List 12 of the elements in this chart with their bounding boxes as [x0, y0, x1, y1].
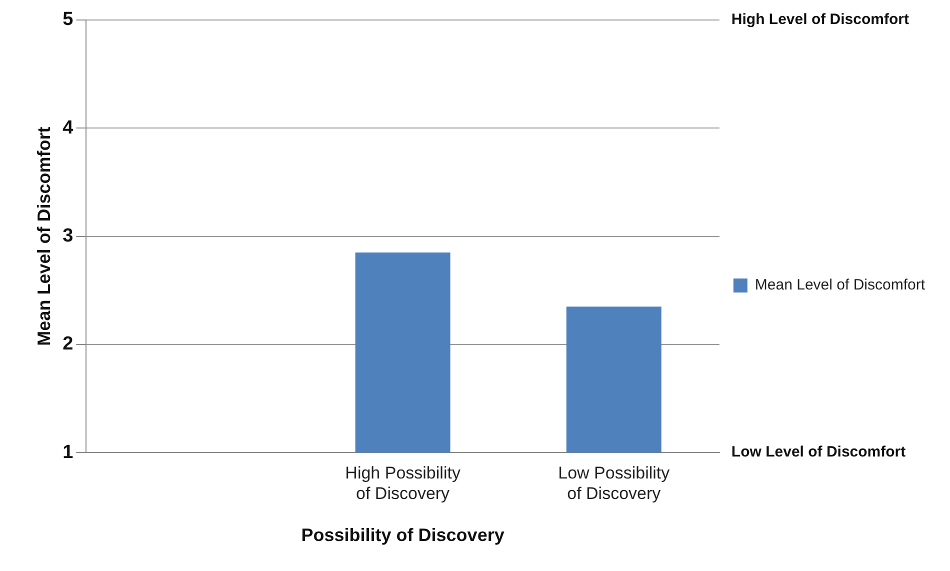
x-tick-label: High Possibility of Discovery	[345, 463, 461, 503]
y-axis-title: Mean Level of Discomfort	[34, 126, 54, 346]
y-tick-label: 1	[62, 442, 74, 463]
y-tick-label: 2	[62, 334, 74, 355]
legend-label: Mean Level of Discomfort	[754, 276, 926, 294]
y-tick-label: 3	[62, 226, 74, 247]
text: Low Level of Discomfort	[731, 444, 906, 461]
text: High Level of Discomfort	[731, 11, 909, 28]
x-tick-label: Low Possibility of Discovery	[558, 463, 670, 503]
x-axis-title: Possibility of Discovery	[301, 525, 504, 546]
y-tick-label: 5	[62, 9, 74, 30]
y-tick-label: 4	[62, 117, 74, 138]
